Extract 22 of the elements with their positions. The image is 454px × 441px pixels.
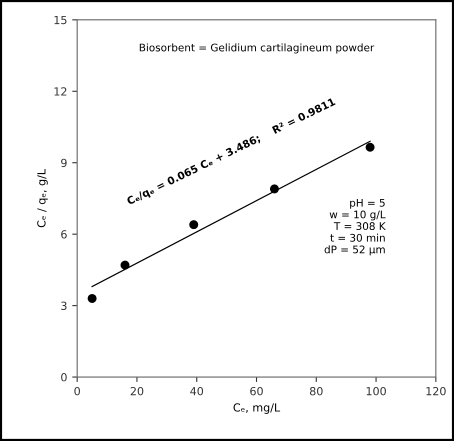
x-tick-label: 60 bbox=[250, 386, 263, 396]
y-tick-label: 3 bbox=[61, 302, 67, 310]
y-tick-label: 9 bbox=[61, 158, 67, 168]
annotation: Biosorbent = Gelidium cartilagineum powder bbox=[140, 43, 374, 54]
annotation: pH = 5 w = 10 g/L T = 308 K t = 30 min dP = 52 µm bbox=[324, 198, 386, 256]
y-tick-label: 6 bbox=[61, 230, 67, 239]
x-tick-label: 100 bbox=[366, 386, 386, 396]
y-tick-label: 12 bbox=[54, 87, 66, 96]
x-tick-label: 40 bbox=[190, 386, 204, 396]
x-tick-label: 0 bbox=[74, 386, 80, 396]
x-tick-label: 20 bbox=[130, 386, 144, 396]
point bbox=[366, 142, 375, 152]
point bbox=[88, 294, 97, 303]
x-tick-label: 120 bbox=[426, 386, 446, 396]
y-axis-title: Cₑ / qₑ, g/L bbox=[37, 169, 48, 228]
y-tick-label: 0 bbox=[61, 373, 67, 382]
x-axis-title: Cₑ, mg/L bbox=[234, 403, 280, 414]
point bbox=[270, 184, 279, 194]
point bbox=[120, 260, 130, 270]
x-tick-label: 80 bbox=[310, 386, 323, 396]
y-tick-label: 15 bbox=[54, 16, 66, 24]
point bbox=[189, 220, 198, 230]
